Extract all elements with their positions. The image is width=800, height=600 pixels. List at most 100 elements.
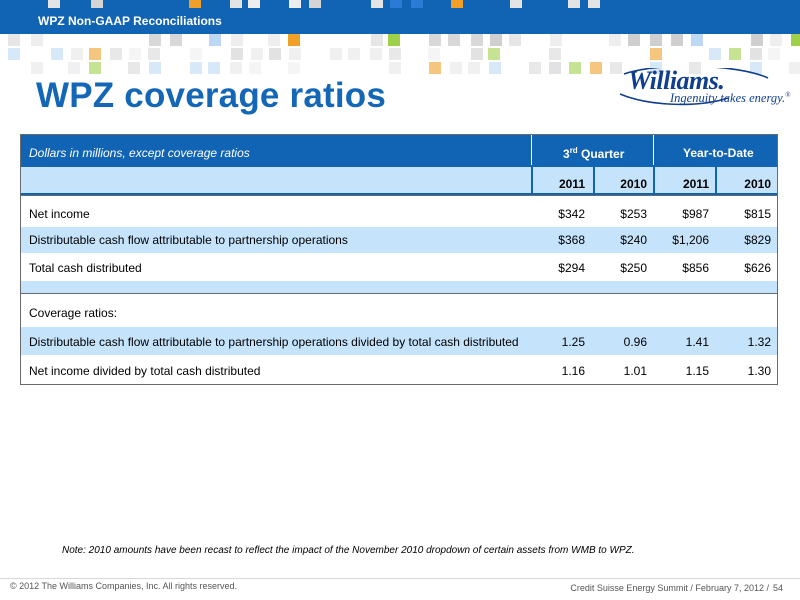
cell-value: $294 — [558, 261, 585, 275]
decorative-square — [390, 0, 402, 8]
decorative-square — [289, 48, 301, 60]
cell-value: $815 — [744, 207, 771, 221]
decorative-square — [288, 62, 300, 74]
decorative-square — [510, 0, 522, 8]
decorative-square — [550, 34, 562, 46]
row-label: Distributable cash flow attributable to … — [29, 335, 519, 349]
logo-wordmark: Williams. — [628, 66, 725, 95]
decorative-square — [148, 48, 160, 60]
decorative-square — [190, 62, 202, 74]
cell-value: $856 — [682, 261, 709, 275]
row-label: Total cash distributed — [29, 261, 142, 275]
spacer-band — [21, 281, 777, 293]
decorative-square — [768, 48, 780, 60]
swoosh-icon — [619, 68, 769, 106]
footer-event: Credit Suisse Energy Summit / February 7… — [570, 583, 783, 593]
year-header: 2010 — [620, 177, 647, 191]
decorative-square — [48, 0, 60, 8]
decorative-square — [371, 34, 383, 46]
table-row: Total cash distributed $294 $250 $856 $6… — [21, 255, 777, 281]
decorative-square — [269, 48, 281, 60]
cell-value: $342 — [558, 207, 585, 221]
williams-logo: Williams. Ingenuity takes energy.® — [618, 58, 791, 108]
section-label: WPZ Non-GAAP Reconciliations — [38, 14, 222, 28]
decorative-square — [89, 48, 101, 60]
units-label: Dollars in millions, except coverage rat… — [29, 146, 250, 160]
decorative-square — [429, 62, 441, 74]
decorative-square — [110, 48, 122, 60]
cell-value: 1.41 — [685, 335, 709, 349]
decorative-square — [549, 62, 561, 74]
decorative-square — [429, 34, 441, 46]
decorative-square — [568, 0, 580, 8]
decorative-square — [569, 62, 581, 74]
decorative-square — [249, 62, 261, 74]
decorative-square — [8, 34, 20, 46]
cell-value: 1.30 — [747, 364, 771, 378]
decorative-square — [689, 62, 701, 74]
cell-value: 1.16 — [561, 364, 585, 378]
decorative-square — [230, 0, 242, 8]
decorative-square — [8, 48, 20, 60]
decorative-square — [488, 48, 500, 60]
decorative-square — [428, 48, 440, 60]
decorative-square — [450, 62, 462, 74]
decorative-square — [189, 0, 201, 8]
decorative-square — [411, 0, 423, 8]
decorative-square — [231, 48, 243, 60]
row-label: Distributable cash flow attributable to … — [29, 233, 348, 247]
row-label: Net income — [29, 207, 90, 221]
ratios-heading-row: Coverage ratios: — [21, 299, 777, 325]
decorative-square — [149, 34, 161, 46]
cell-value: $829 — [744, 233, 771, 247]
decorative-square — [89, 62, 101, 74]
decorative-square — [231, 34, 243, 46]
decorative-square — [248, 0, 260, 8]
decorative-square — [389, 62, 401, 74]
decorative-square — [149, 62, 161, 74]
decorative-square — [628, 34, 640, 46]
decorative-square — [691, 34, 703, 46]
decorative-square — [129, 48, 141, 60]
group-header-quarter: 3rd Quarter — [563, 146, 625, 161]
decorative-square — [31, 62, 43, 74]
decorative-square — [588, 0, 600, 8]
decorative-square — [471, 34, 483, 46]
table-row: Distributable cash flow attributable to … — [21, 227, 777, 253]
year-header: 2010 — [744, 177, 771, 191]
coverage-table: Dollars in millions, except coverage rat… — [20, 134, 778, 385]
slide-number: 54 — [772, 583, 783, 593]
decorative-square — [791, 34, 800, 46]
table-row: Net income divided by total cash distrib… — [21, 357, 777, 383]
copyright: © 2012 The Williams Companies, Inc. All … — [10, 581, 238, 591]
table-header-row: Dollars in millions, except coverage rat… — [21, 135, 777, 165]
cell-value: 1.15 — [685, 364, 709, 378]
decorative-square — [671, 34, 683, 46]
decorative-square — [451, 0, 463, 8]
decorative-square — [208, 62, 220, 74]
table-row: Net income $342 $253 $987 $815 — [21, 201, 777, 227]
cell-value: $250 — [620, 261, 647, 275]
decorative-square — [91, 0, 103, 8]
cell-value: 0.96 — [623, 335, 647, 349]
page-title: WPZ coverage ratios — [36, 76, 387, 115]
decorative-square — [549, 48, 561, 60]
decorative-square — [770, 34, 782, 46]
decorative-square — [610, 62, 622, 74]
decorative-square — [650, 34, 662, 46]
cell-value: 1.32 — [747, 335, 771, 349]
cell-value: $253 — [620, 207, 647, 221]
decorative-square — [330, 48, 342, 60]
table-year-row: 2011 2010 2011 2010 — [21, 165, 777, 195]
decorative-square — [750, 48, 762, 60]
logo-tagline: Ingenuity takes energy.® — [670, 91, 791, 106]
decorative-square — [209, 34, 221, 46]
row-label: Net income divided by total cash distrib… — [29, 364, 261, 378]
cell-value: 1.01 — [623, 364, 647, 378]
ratios-heading: Coverage ratios: — [29, 306, 118, 320]
decorative-square — [750, 62, 762, 74]
decorative-square — [190, 48, 202, 60]
year-header: 2011 — [558, 177, 585, 191]
decorative-square — [371, 0, 383, 8]
decorative-square — [471, 48, 483, 60]
